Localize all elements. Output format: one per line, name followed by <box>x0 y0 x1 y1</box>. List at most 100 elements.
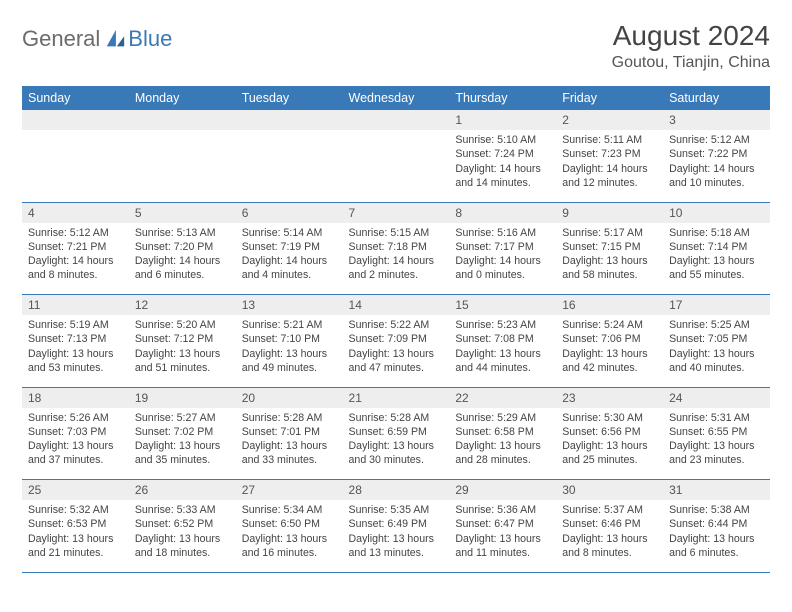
day-number-cell: 8 <box>449 202 556 223</box>
day-number: 24 <box>663 388 770 408</box>
day-number-cell: 13 <box>236 295 343 316</box>
brand-part2: Blue <box>128 26 172 52</box>
day-number: 21 <box>343 388 450 408</box>
weekday-header: Sunday <box>22 86 129 110</box>
day-number: 27 <box>236 480 343 500</box>
day-content-cell: Sunrise: 5:18 AMSunset: 7:14 PMDaylight:… <box>663 223 770 295</box>
day-content-cell: Sunrise: 5:32 AMSunset: 6:53 PMDaylight:… <box>22 500 129 572</box>
day-content: Sunrise: 5:19 AMSunset: 7:13 PMDaylight:… <box>22 315 129 381</box>
day-content-cell: Sunrise: 5:14 AMSunset: 7:19 PMDaylight:… <box>236 223 343 295</box>
weekday-header: Wednesday <box>343 86 450 110</box>
day-content-cell: Sunrise: 5:11 AMSunset: 7:23 PMDaylight:… <box>556 130 663 202</box>
weekday-header: Saturday <box>663 86 770 110</box>
day-number-cell: 15 <box>449 295 556 316</box>
day-number-cell: 23 <box>556 387 663 408</box>
day-content: Sunrise: 5:38 AMSunset: 6:44 PMDaylight:… <box>663 500 770 566</box>
day-number: 23 <box>556 388 663 408</box>
day-number-cell: 27 <box>236 480 343 501</box>
day-number: 31 <box>663 480 770 500</box>
day-content: Sunrise: 5:34 AMSunset: 6:50 PMDaylight:… <box>236 500 343 566</box>
day-number: 29 <box>449 480 556 500</box>
brand-logo: General Blue <box>22 26 172 52</box>
day-content: Sunrise: 5:32 AMSunset: 6:53 PMDaylight:… <box>22 500 129 566</box>
daynum-row: 11121314151617 <box>22 295 770 316</box>
day-content-cell <box>22 130 129 202</box>
day-number: 22 <box>449 388 556 408</box>
day-content-cell: Sunrise: 5:37 AMSunset: 6:46 PMDaylight:… <box>556 500 663 572</box>
day-content-cell <box>236 130 343 202</box>
day-number: 18 <box>22 388 129 408</box>
title-block: August 2024 Goutou, Tianjin, China <box>612 20 770 72</box>
day-content-cell: Sunrise: 5:16 AMSunset: 7:17 PMDaylight:… <box>449 223 556 295</box>
weekday-header: Thursday <box>449 86 556 110</box>
day-content: Sunrise: 5:29 AMSunset: 6:58 PMDaylight:… <box>449 408 556 474</box>
day-content-cell <box>129 130 236 202</box>
month-title: August 2024 <box>612 20 770 52</box>
day-number: 2 <box>556 110 663 130</box>
day-number: 7 <box>343 203 450 223</box>
day-number-cell: 18 <box>22 387 129 408</box>
day-content-cell: Sunrise: 5:28 AMSunset: 7:01 PMDaylight:… <box>236 408 343 480</box>
day-content: Sunrise: 5:28 AMSunset: 7:01 PMDaylight:… <box>236 408 343 474</box>
day-content-cell: Sunrise: 5:13 AMSunset: 7:20 PMDaylight:… <box>129 223 236 295</box>
day-number: 26 <box>129 480 236 500</box>
day-number: 3 <box>663 110 770 130</box>
daynum-row: 45678910 <box>22 202 770 223</box>
day-content-cell <box>343 130 450 202</box>
day-number-cell: 1 <box>449 110 556 130</box>
calendar-body: 123Sunrise: 5:10 AMSunset: 7:24 PMDaylig… <box>22 110 770 572</box>
day-content-cell: Sunrise: 5:29 AMSunset: 6:58 PMDaylight:… <box>449 408 556 480</box>
day-number-cell: 11 <box>22 295 129 316</box>
day-number-cell: 20 <box>236 387 343 408</box>
day-number <box>129 110 236 130</box>
weekday-header: Tuesday <box>236 86 343 110</box>
day-number: 25 <box>22 480 129 500</box>
page-header: General Blue August 2024 Goutou, Tianjin… <box>22 20 770 72</box>
day-content-cell: Sunrise: 5:21 AMSunset: 7:10 PMDaylight:… <box>236 315 343 387</box>
day-number: 20 <box>236 388 343 408</box>
sail-icon <box>104 28 126 50</box>
day-number-cell: 16 <box>556 295 663 316</box>
day-number: 10 <box>663 203 770 223</box>
day-number-cell: 19 <box>129 387 236 408</box>
day-content: Sunrise: 5:16 AMSunset: 7:17 PMDaylight:… <box>449 223 556 289</box>
daynum-row: 123 <box>22 110 770 130</box>
day-content-cell: Sunrise: 5:31 AMSunset: 6:55 PMDaylight:… <box>663 408 770 480</box>
day-number: 28 <box>343 480 450 500</box>
day-content: Sunrise: 5:28 AMSunset: 6:59 PMDaylight:… <box>343 408 450 474</box>
day-number: 1 <box>449 110 556 130</box>
day-content <box>343 130 450 139</box>
day-number-cell: 17 <box>663 295 770 316</box>
day-content: Sunrise: 5:15 AMSunset: 7:18 PMDaylight:… <box>343 223 450 289</box>
brand-part1: General <box>22 26 100 52</box>
day-content: Sunrise: 5:33 AMSunset: 6:52 PMDaylight:… <box>129 500 236 566</box>
day-content-cell: Sunrise: 5:36 AMSunset: 6:47 PMDaylight:… <box>449 500 556 572</box>
day-content-cell: Sunrise: 5:38 AMSunset: 6:44 PMDaylight:… <box>663 500 770 572</box>
day-number: 9 <box>556 203 663 223</box>
day-number <box>236 110 343 130</box>
day-number-cell: 12 <box>129 295 236 316</box>
content-row: Sunrise: 5:26 AMSunset: 7:03 PMDaylight:… <box>22 408 770 480</box>
day-number: 15 <box>449 295 556 315</box>
day-content <box>236 130 343 139</box>
day-content: Sunrise: 5:21 AMSunset: 7:10 PMDaylight:… <box>236 315 343 381</box>
day-number: 11 <box>22 295 129 315</box>
day-number-cell: 6 <box>236 202 343 223</box>
day-number-cell: 26 <box>129 480 236 501</box>
day-number-cell: 9 <box>556 202 663 223</box>
location-label: Goutou, Tianjin, China <box>612 54 770 72</box>
day-number-cell: 28 <box>343 480 450 501</box>
day-content-cell: Sunrise: 5:35 AMSunset: 6:49 PMDaylight:… <box>343 500 450 572</box>
day-content-cell: Sunrise: 5:33 AMSunset: 6:52 PMDaylight:… <box>129 500 236 572</box>
day-number-cell <box>343 110 450 130</box>
day-content-cell: Sunrise: 5:10 AMSunset: 7:24 PMDaylight:… <box>449 130 556 202</box>
day-number: 5 <box>129 203 236 223</box>
day-number-cell: 21 <box>343 387 450 408</box>
day-number-cell: 2 <box>556 110 663 130</box>
day-content: Sunrise: 5:12 AMSunset: 7:22 PMDaylight:… <box>663 130 770 196</box>
day-content: Sunrise: 5:35 AMSunset: 6:49 PMDaylight:… <box>343 500 450 566</box>
day-number-cell <box>236 110 343 130</box>
day-content: Sunrise: 5:20 AMSunset: 7:12 PMDaylight:… <box>129 315 236 381</box>
day-content-cell: Sunrise: 5:26 AMSunset: 7:03 PMDaylight:… <box>22 408 129 480</box>
day-content-cell: Sunrise: 5:27 AMSunset: 7:02 PMDaylight:… <box>129 408 236 480</box>
